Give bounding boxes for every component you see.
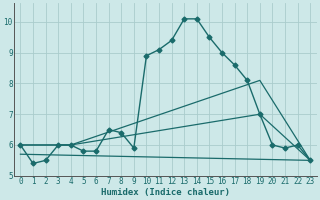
X-axis label: Humidex (Indice chaleur): Humidex (Indice chaleur): [101, 188, 230, 197]
